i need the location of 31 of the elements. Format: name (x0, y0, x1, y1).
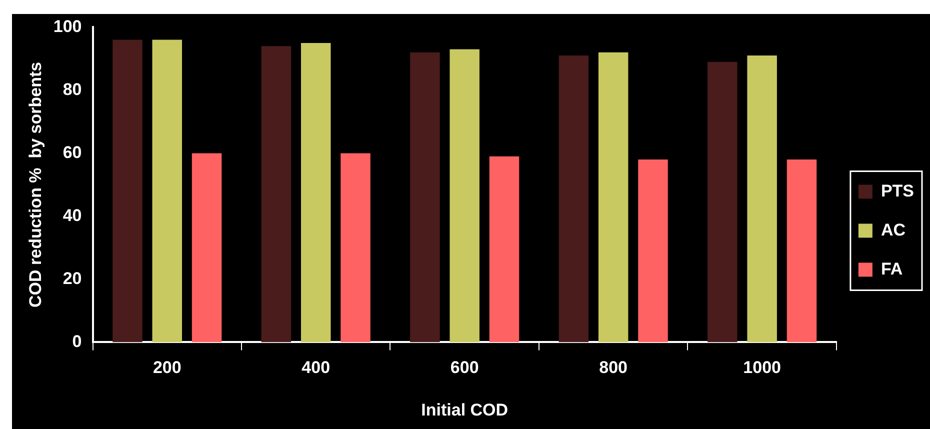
bar (708, 62, 738, 342)
bar (450, 49, 480, 342)
bar (340, 153, 370, 342)
bar (598, 52, 628, 342)
bar (261, 46, 292, 342)
y-tick-label: 20 (62, 268, 82, 288)
bar (300, 42, 331, 342)
bar (489, 156, 520, 342)
bar (786, 160, 817, 342)
bar (112, 40, 142, 342)
x-tick-label: 200 (152, 358, 182, 378)
y-axis-title: COD reduction % by sorbents (26, 62, 45, 308)
legend-label: FA (880, 259, 903, 278)
x-tick-label: 800 (599, 358, 628, 378)
y-tick-label: 60 (62, 142, 82, 162)
bar (747, 56, 777, 342)
bar (152, 40, 182, 342)
x-tick-label: 600 (450, 358, 479, 378)
bar (410, 52, 440, 342)
y-tick-label: 80 (62, 80, 82, 99)
x-tick-label: 1000 (743, 358, 781, 378)
bar (638, 160, 668, 342)
legend-label: AC (880, 220, 906, 240)
y-tick-label: 40 (62, 206, 82, 225)
y-tick-label: 0 (72, 332, 82, 351)
x-tick-label: 400 (302, 358, 330, 378)
bar (558, 56, 589, 342)
bar (192, 153, 222, 342)
legend-label: PTS (880, 181, 914, 200)
y-tick-label: 100 (53, 16, 82, 36)
x-axis-title: Initial COD (421, 400, 508, 420)
